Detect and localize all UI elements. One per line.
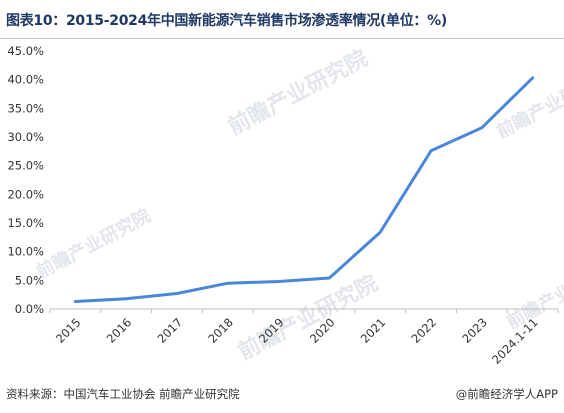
x-tick-label: 2015: [53, 315, 84, 346]
x-tick-label: 2023: [459, 315, 490, 346]
title-divider: [0, 38, 564, 39]
y-tick-label: 40.0%: [7, 73, 44, 87]
y-tick-label: 0.0%: [15, 302, 44, 316]
y-tick-label: 45.0%: [7, 44, 44, 58]
source-note: 资料来源：中国汽车工业协会 前瞻产业研究院: [6, 387, 240, 401]
x-tick-label: 2021: [358, 315, 389, 346]
brand-label: @前瞻经济学人APP: [455, 387, 558, 401]
chart-title: 图表10：2015-2024年中国新能源汽车销售市场渗透率情况(单位：%): [6, 13, 447, 29]
series-line: [73, 76, 535, 303]
y-tick-label: 20.0%: [7, 187, 44, 201]
y-tick-label: 25.0%: [7, 159, 44, 173]
x-tick-label: 2022: [409, 315, 440, 346]
y-tick-label: 35.0%: [7, 101, 44, 115]
y-tick-label: 10.0%: [7, 245, 44, 259]
y-tick-label: 30.0%: [7, 130, 44, 144]
x-tick-label: 2024.1-11: [489, 315, 541, 367]
y-tick-label: 15.0%: [7, 216, 44, 230]
y-tick-label: 5.0%: [15, 273, 44, 287]
x-tick-label: 2019: [256, 315, 287, 346]
x-tick-label: 2020: [307, 315, 338, 346]
x-tick-label: 2018: [205, 315, 236, 346]
x-tick-label: 2017: [155, 315, 186, 346]
x-tick-label: 2016: [104, 315, 135, 346]
